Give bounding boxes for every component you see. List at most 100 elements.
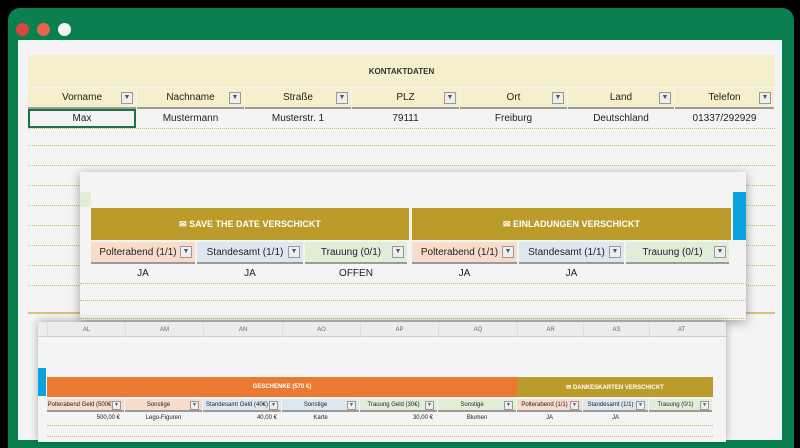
filter-dropdown-icon[interactable]: ▼ <box>502 246 514 258</box>
group-edge <box>80 192 91 207</box>
column-header[interactable]: Standesamt (1/1) ▼ <box>583 399 648 412</box>
filter-dropdown-icon[interactable]: ▼ <box>609 246 621 258</box>
filter-dropdown-icon[interactable]: ▼ <box>714 246 726 258</box>
table-cell[interactable]: Lego-Figuren <box>145 415 182 421</box>
column-header[interactable]: Trauung (0/1) ▼ <box>305 242 407 264</box>
filter-dropdown-icon[interactable]: ▼ <box>347 400 356 410</box>
table-cell[interactable]: JA <box>137 267 149 279</box>
column-letter[interactable]: AM <box>125 322 203 337</box>
filter-dropdown-icon[interactable]: ▼ <box>659 91 671 104</box>
column-header-label: Standesamt (1/1) <box>206 246 284 258</box>
filter-dropdown-icon[interactable]: ▼ <box>121 91 133 104</box>
maximize-button[interactable] <box>58 23 71 36</box>
column-header[interactable]: Sonstige ▼ <box>125 399 202 412</box>
column-header-label: Straße <box>282 92 313 103</box>
column-letter[interactable]: AP <box>360 322 438 337</box>
column-letter[interactable]: AN <box>203 322 282 337</box>
column-header[interactable]: Telefon ▼ <box>675 88 774 109</box>
column-letter[interactable]: AT <box>649 322 713 337</box>
column-header-label: Telefon <box>708 92 741 103</box>
column-header[interactable]: Sonstige ▼ <box>438 399 516 412</box>
column-header-label: Standesamt (1/1) <box>587 401 634 408</box>
group-header: ✉ EINLADUNGEN VERSCHICKT <box>412 208 731 240</box>
column-header[interactable]: Ort ▼ <box>460 88 567 109</box>
column-header-label: Nachname <box>166 92 215 103</box>
column-header[interactable]: Trauung Geld (30€) ▼ <box>360 399 437 412</box>
table-cell[interactable]: Freiburg <box>494 113 533 124</box>
column-header[interactable]: Polterabend (1/1) ▼ <box>517 399 582 412</box>
filter-dropdown-icon[interactable]: ▼ <box>444 91 456 104</box>
column-header-label: Trauung Geld (30€) <box>367 401 420 408</box>
filter-dropdown-icon[interactable]: ▼ <box>700 400 709 410</box>
row-divider <box>28 128 775 129</box>
table-cell[interactable]: Mustermann <box>162 113 219 124</box>
column-header[interactable]: Land ▼ <box>568 88 674 109</box>
table-cell[interactable]: 30,00 € <box>412 415 433 421</box>
column-header[interactable]: Nachname ▼ <box>137 88 244 109</box>
filter-dropdown-icon[interactable]: ▼ <box>504 400 513 410</box>
column-header-label: PLZ <box>396 92 415 103</box>
column-letter[interactable]: AO <box>282 322 360 337</box>
table-cell[interactable]: JA <box>565 267 578 279</box>
column-header-label: Sonstige <box>146 401 171 408</box>
column-header-label: Polterabend (1/1) <box>420 246 499 258</box>
table-cell[interactable]: 40,00 € <box>256 415 277 421</box>
table-cell[interactable]: 79111 <box>392 113 419 124</box>
column-header-label: Ort <box>506 92 521 103</box>
table-cell[interactable]: OFFEN <box>339 267 373 279</box>
column-header[interactable]: Polterabend (1/1) ▼ <box>412 242 517 264</box>
filter-dropdown-icon[interactable]: ▼ <box>229 91 241 104</box>
column-header[interactable]: Trauung (0/1) ▼ <box>626 242 729 264</box>
table-cell[interactable] <box>649 412 712 424</box>
close-button[interactable] <box>16 23 29 36</box>
table-cell[interactable]: Blumen <box>466 415 488 421</box>
table-cell[interactable]: 500,00 € <box>96 415 120 421</box>
column-header[interactable]: Sonstige ▼ <box>282 399 359 412</box>
filter-dropdown-icon[interactable]: ▼ <box>759 91 771 104</box>
column-letter[interactable]: AS <box>583 322 649 337</box>
row-divider <box>80 300 746 301</box>
column-header[interactable]: Vorname ▼ <box>28 88 136 109</box>
table-cell[interactable]: Musterstr. 1 <box>271 113 325 124</box>
column-header[interactable]: Polterabend (1/1) ▼ <box>91 242 195 264</box>
filter-dropdown-icon[interactable]: ▼ <box>392 246 404 258</box>
table-cell[interactable]: JA <box>458 267 471 279</box>
table-cell[interactable]: JA <box>611 415 619 421</box>
table-cell[interactable]: Deutschland <box>593 113 649 124</box>
column-header[interactable]: Standesamt Geld (40€) ▼ <box>203 399 281 412</box>
column-header-label: Vorname <box>61 92 103 103</box>
table-cell[interactable]: Karte <box>313 415 328 421</box>
filter-dropdown-icon[interactable]: ▼ <box>269 400 278 410</box>
filter-dropdown-icon[interactable]: ▼ <box>190 400 199 410</box>
column-header[interactable]: Standesamt (1/1) ▼ <box>197 242 303 264</box>
column-header[interactable]: Polterabend Geld (500€) ▼ <box>47 399 124 412</box>
column-header-label: Standesamt (1/1) <box>528 246 605 258</box>
column-header-label: Polterabend (1/1) <box>521 401 568 408</box>
minimize-button[interactable] <box>37 23 50 36</box>
filter-dropdown-icon[interactable]: ▼ <box>636 400 645 410</box>
column-letter[interactable]: AQ <box>438 322 517 337</box>
column-header[interactable]: Straße ▼ <box>245 88 351 109</box>
filter-dropdown-icon[interactable]: ▼ <box>180 246 192 258</box>
column-header[interactable]: Trauung (0/1) ▼ <box>649 399 712 412</box>
column-header-label: Trauung (0/1) <box>657 401 694 408</box>
group-header: ✉ DANKESKARTEN VERSCHICKT <box>517 377 713 397</box>
filter-dropdown-icon[interactable]: ▼ <box>112 400 121 410</box>
filter-dropdown-icon[interactable]: ▼ <box>288 246 300 258</box>
sheet-versand: ✉ SAVE THE DATE VERSCHICKT Polterabend (1… <box>80 172 746 320</box>
column-letter[interactable]: AL <box>47 322 125 337</box>
column-header[interactable]: Standesamt (1/1) ▼ <box>519 242 624 264</box>
filter-dropdown-icon[interactable]: ▼ <box>336 91 348 104</box>
column-header-label: Trauung (0/1) <box>642 246 703 258</box>
column-header-label: Land <box>609 92 633 103</box>
table-cell[interactable]: 01337/292929 <box>692 113 757 124</box>
filter-dropdown-icon[interactable]: ▼ <box>425 400 434 410</box>
column-header[interactable]: PLZ ▼ <box>352 88 459 109</box>
filter-dropdown-icon[interactable]: ▼ <box>570 400 579 410</box>
filter-dropdown-icon[interactable]: ▼ <box>552 91 564 104</box>
table-cell[interactable]: JA <box>244 267 256 279</box>
table-cell[interactable] <box>626 264 729 282</box>
table-cell[interactable]: JA <box>545 415 553 421</box>
column-letter[interactable]: AR <box>517 322 583 337</box>
table-cell[interactable]: Max <box>28 109 136 128</box>
